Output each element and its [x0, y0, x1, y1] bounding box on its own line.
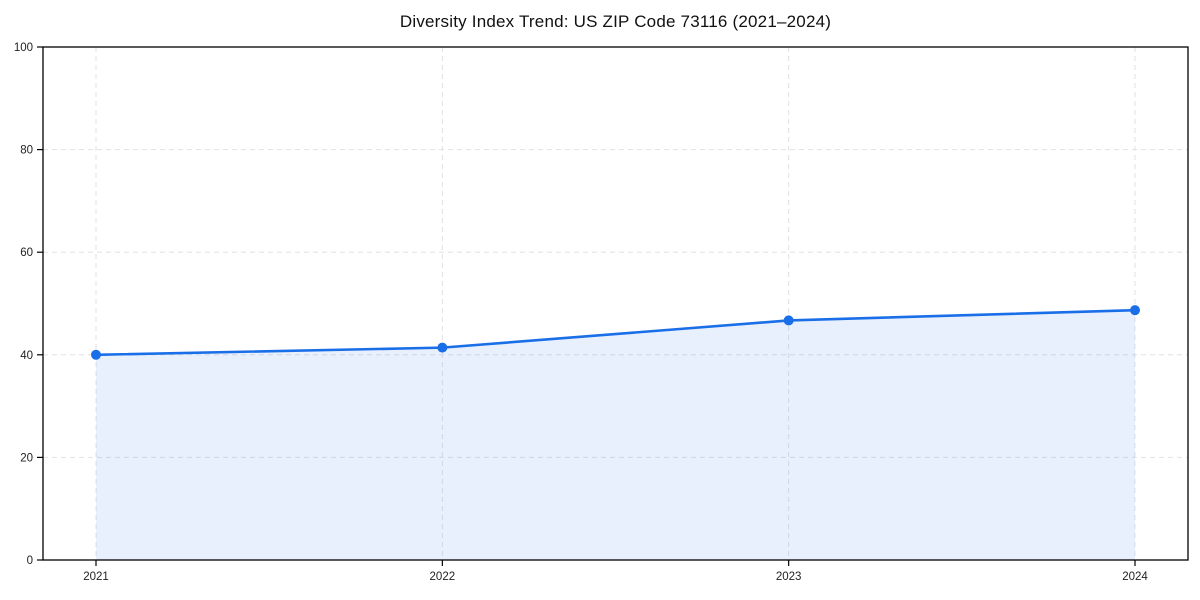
x-tick-label: 2021	[83, 571, 109, 583]
data-point	[91, 349, 101, 360]
y-tick-label: 60	[20, 247, 33, 259]
trend-line	[94, 308, 1137, 357]
x-tick-label: 2022	[430, 571, 456, 583]
area-fill	[96, 310, 1135, 560]
y-tick-label: 0	[27, 555, 33, 567]
plot-border	[42, 46, 1189, 561]
x-tick-label: 2024	[1122, 571, 1148, 583]
y-tick-label: 100	[14, 42, 33, 54]
x-tick-label: 2023	[776, 571, 802, 583]
data-point	[437, 342, 448, 353]
chart-title: Diversity Index Trend: US ZIP Code 73116…	[399, 12, 832, 31]
y-tick-label: 40	[20, 350, 33, 362]
y-tick-label: 80	[20, 145, 33, 157]
y-tick-label: 20	[20, 452, 33, 464]
data-point	[783, 315, 794, 326]
data-point	[1130, 305, 1140, 316]
